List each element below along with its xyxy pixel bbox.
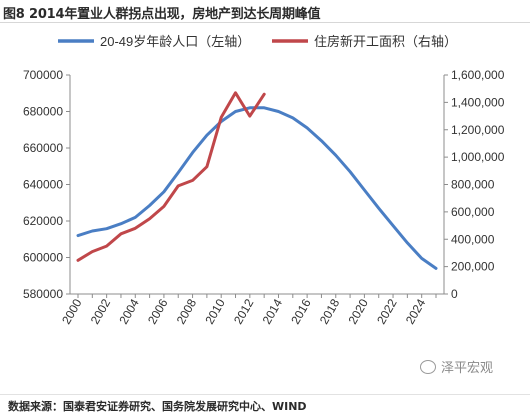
right-tick-label: 800,000 (451, 178, 495, 192)
x-tick-label: 2014 (260, 296, 286, 326)
right-tick-label: 1,600,000 (451, 68, 505, 82)
left-tick-label: 580000 (23, 287, 63, 301)
x-tick-label: 2024 (403, 296, 429, 326)
left-tick-label: 620000 (23, 214, 63, 228)
wechat-icon (420, 360, 436, 374)
population-line (76, 106, 438, 270)
source-note: 数据来源：国泰君安证券研究、国务院发展研究中心、WIND (8, 400, 307, 413)
legend: 20-49岁年龄人口（左轴） 住房新开工面积（右轴） (58, 34, 457, 49)
right-tick-label: 0 (451, 287, 458, 301)
left-tick-label: 600000 (23, 251, 63, 265)
left-tick-label: 680000 (23, 105, 63, 119)
x-tick-label: 2016 (288, 296, 314, 326)
x-tick-label: 2004 (116, 296, 142, 326)
right-tick-label: 1,000,000 (451, 150, 505, 164)
title-divider (0, 22, 530, 23)
watermark: 泽平宏观 (420, 357, 493, 376)
figure-title: 图8 2014年置业人群拐点出现，房地产到达长周期峰值 (3, 7, 321, 22)
x-tick-label: 2002 (88, 296, 114, 326)
right-tick-label: 1,400,000 (451, 95, 505, 109)
x-tick-label: 2006 (145, 296, 171, 326)
x-tick-label: 2012 (231, 296, 257, 326)
source-divider (0, 394, 530, 395)
watermark-text: 泽平宏观 (441, 361, 494, 376)
right-tick-label: 200,000 (451, 260, 495, 274)
left-tick-label: 640000 (23, 178, 63, 192)
x-tick-label: 2022 (374, 296, 400, 326)
left-tick-label: 700000 (23, 68, 63, 82)
right-tick-label: 400,000 (451, 232, 495, 246)
legend-label: 20-49岁年龄人口（左轴） (100, 34, 250, 49)
left-tick-label: 660000 (23, 141, 63, 155)
right-tick-label: 1,200,000 (451, 123, 505, 137)
x-tick-label: 2018 (317, 296, 343, 326)
x-tick-label: 2010 (202, 296, 228, 326)
series-lines (76, 91, 438, 270)
x-tick-label: 2020 (346, 296, 372, 326)
housing-starts-line (76, 91, 266, 262)
legend-label: 住房新开工面积（右轴） (314, 34, 457, 49)
chart: 20-49岁年龄人口（左轴） 住房新开工面积（右轴） 580000 600000 62… (23, 34, 505, 327)
x-tick-label: 2008 (174, 296, 200, 326)
right-tick-label: 600,000 (451, 205, 495, 219)
